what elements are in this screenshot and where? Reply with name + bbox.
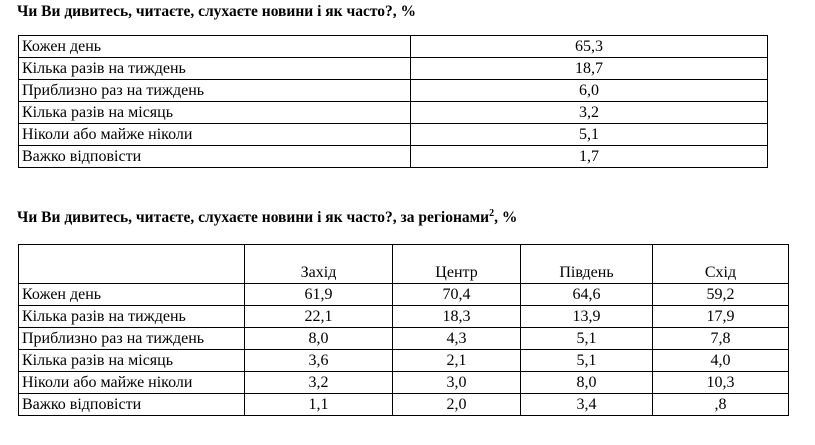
cell-value: 2,0 — [392, 393, 521, 416]
table-row: Кілька разів на місяць 3,2 — [18, 101, 768, 124]
cell-value: 5,1 — [520, 349, 653, 372]
table-row: Кілька разів на місяць 3,6 2,1 5,1 4,0 — [18, 349, 789, 372]
header-cell-west: Захід — [244, 244, 393, 284]
cell-value: 5,1 — [520, 327, 653, 350]
cell-value: 18,3 — [392, 305, 521, 328]
table-row: Важко відповісти 1,7 — [18, 145, 768, 168]
row-label: Важко відповісти — [18, 145, 411, 168]
row-label: Кілька разів на місяць — [18, 349, 245, 372]
cell-value: 8,0 — [520, 371, 653, 394]
header-cell-south: Південь — [520, 244, 653, 284]
table-row: Кожен день 65,3 — [18, 35, 768, 58]
table-row: Кожен день 61,9 70,4 64,6 59,2 — [18, 283, 789, 306]
table-row: Кілька разів на тиждень 22,1 18,3 13,9 1… — [18, 305, 789, 328]
table-1-title-text: Чи Ви дивитесь, читаєте, слухаєте новини… — [17, 3, 416, 20]
row-label: Кожен день — [18, 35, 411, 58]
table-row: Приблизно раз на тиждень 8,0 4,3 5,1 7,8 — [18, 327, 789, 350]
cell-value: 22,1 — [244, 305, 393, 328]
cell-value: 4,0 — [652, 349, 789, 372]
row-value: 65,3 — [410, 35, 768, 58]
table-2-title: Чи Ви дивитесь, читаєте, слухаєте новини… — [17, 207, 518, 227]
header-cell-center: Центр — [392, 244, 521, 284]
header-cell-east: Схід — [652, 244, 789, 284]
row-label: Кілька разів на тиждень — [18, 305, 245, 328]
news-frequency-table: Кожен день 65,3 Кілька разів на тиждень … — [18, 35, 768, 168]
header-cell-empty — [18, 244, 245, 284]
cell-value: 2,1 — [392, 349, 521, 372]
cell-value: 13,9 — [520, 305, 653, 328]
table-row: Кілька разів на тиждень 18,7 — [18, 57, 768, 80]
cell-value: 17,9 — [652, 305, 789, 328]
row-label: Приблизно раз на тиждень — [18, 79, 411, 102]
table-row: Ніколи або майже ніколи 3,2 3,0 8,0 10,3 — [18, 371, 789, 394]
row-label: Важко відповісти — [18, 393, 245, 416]
cell-value: 1,1 — [244, 393, 393, 416]
cell-value: 3,2 — [244, 371, 393, 394]
row-label: Ніколи або майже ніколи — [18, 371, 245, 394]
row-value: 18,7 — [410, 57, 768, 80]
footnote-marker: 2 — [489, 207, 495, 219]
table-header-row: Захід Центр Південь Схід — [18, 244, 789, 284]
cell-value: 59,2 — [652, 283, 789, 306]
cell-value: 3,6 — [244, 349, 393, 372]
cell-value: 64,6 — [520, 283, 653, 306]
row-label: Ніколи або майже ніколи — [18, 123, 411, 146]
row-label: Приблизно раз на тиждень — [18, 327, 245, 350]
cell-value: 3,0 — [392, 371, 521, 394]
row-label: Кожен день — [18, 283, 245, 306]
table-1-title: Чи Ви дивитесь, читаєте, слухаєте новини… — [17, 3, 416, 21]
cell-value: ,8 — [652, 393, 789, 416]
cell-value: 61,9 — [244, 283, 393, 306]
cell-value: 70,4 — [392, 283, 521, 306]
row-label: Кілька разів на тиждень — [18, 57, 411, 80]
table-row: Важко відповісти 1,1 2,0 3,4 ,8 — [18, 393, 789, 416]
cell-value: 7,8 — [652, 327, 789, 350]
cell-value: 8,0 — [244, 327, 393, 350]
cell-value: 3,4 — [520, 393, 653, 416]
news-frequency-by-region-table: Захід Центр Південь Схід Кожен день 61,9… — [18, 244, 789, 416]
table-row: Приблизно раз на тиждень 6,0 — [18, 79, 768, 102]
table-2-title-text: Чи Ви дивитесь, читаєте, слухаєте новини… — [17, 209, 490, 226]
row-value: 6,0 — [410, 79, 768, 102]
row-label: Кілька разів на місяць — [18, 101, 411, 124]
table-row: Ніколи або майже ніколи 5,1 — [18, 123, 768, 146]
table-2-title-suffix: , % — [494, 209, 518, 226]
row-value: 5,1 — [410, 123, 768, 146]
cell-value: 4,3 — [392, 327, 521, 350]
row-value: 1,7 — [410, 145, 768, 168]
row-value: 3,2 — [410, 101, 768, 124]
cell-value: 10,3 — [652, 371, 789, 394]
